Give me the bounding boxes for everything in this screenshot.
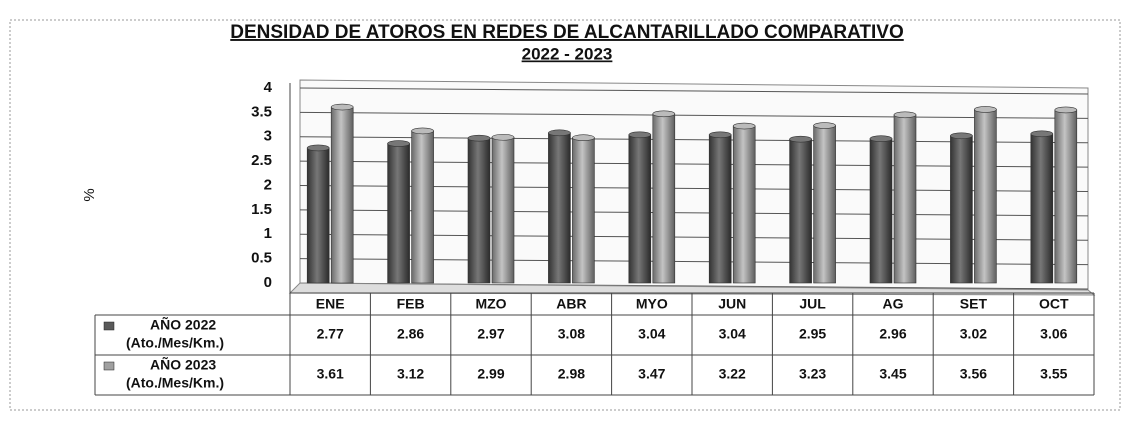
x-tick-label: OCT	[1039, 296, 1069, 312]
bar-cap	[893, 111, 917, 119]
bar	[1054, 109, 1078, 284]
bar-cap	[732, 122, 756, 130]
bar	[387, 143, 410, 284]
bar-cap	[652, 110, 676, 118]
bar-cap	[869, 135, 893, 142]
bar	[974, 109, 997, 284]
y-tick-label: 2	[264, 176, 272, 193]
x-tick-label: JUL	[799, 296, 826, 312]
bar-cap	[387, 140, 410, 147]
bar	[869, 138, 893, 284]
y-tick-label: 1	[264, 225, 272, 242]
legend-unit: (Ato./Mes/Km.)	[126, 335, 224, 351]
y-tick-label: 0.5	[251, 250, 272, 267]
bar	[628, 134, 652, 284]
legend-swatch	[103, 361, 115, 371]
legend-label: AÑO 2022	[150, 316, 216, 333]
bar	[330, 106, 354, 284]
y-axis-label: %	[81, 188, 98, 201]
bar	[548, 132, 571, 284]
bar	[950, 135, 973, 284]
bar-cap	[708, 131, 732, 139]
x-tick-label: FEB	[397, 296, 425, 312]
bar-cap	[789, 135, 812, 143]
data-cell: 2.77	[317, 326, 344, 342]
bar	[572, 137, 595, 284]
data-cell: 3.06	[1040, 326, 1067, 342]
bar	[1030, 133, 1054, 284]
bar	[813, 125, 836, 284]
x-tick-label: MZO	[475, 296, 506, 312]
y-tick-label: 3.5	[251, 103, 272, 120]
y-tick-label: 2.5	[251, 152, 272, 169]
data-cell: 3.56	[960, 366, 987, 382]
y-tick-label: 3	[264, 128, 272, 145]
data-cell: 3.47	[638, 366, 665, 382]
data-cell: 3.12	[397, 366, 424, 382]
data-cell: 3.22	[719, 366, 746, 382]
bar-cap	[1030, 130, 1054, 138]
chart-title: DENSIDAD DE ATOROS EN REDES DE ALCANTARI…	[230, 22, 903, 43]
data-cell: 2.99	[477, 366, 504, 382]
x-tick-label: SET	[960, 296, 988, 312]
legend-label: AÑO 2023	[150, 356, 216, 373]
data-cell: 2.97	[477, 326, 504, 342]
y-tick-label: 0	[264, 274, 272, 291]
data-cell: 3.45	[879, 366, 906, 382]
bar	[652, 113, 676, 284]
grid-line	[299, 87, 1089, 95]
bar	[411, 130, 434, 284]
x-tick-label: ABR	[556, 296, 586, 312]
chart-subtitle: 2022 - 2023	[522, 44, 613, 63]
bar-cap	[813, 122, 836, 129]
bar-cap	[491, 133, 515, 141]
bar-cap	[974, 106, 997, 113]
bar	[893, 114, 917, 284]
bar-cap	[1054, 106, 1078, 114]
legend-swatch	[103, 321, 115, 331]
data-cell: 3.55	[1040, 366, 1067, 382]
data-cell: 2.98	[558, 366, 585, 382]
x-tick-label: MYO	[636, 296, 668, 312]
data-cell: 3.04	[638, 326, 665, 342]
data-cell: 3.23	[799, 366, 826, 382]
bar-cap	[411, 127, 434, 135]
data-cell: 2.96	[879, 326, 906, 342]
data-cell: 3.04	[719, 326, 746, 342]
data-cell: 3.08	[558, 326, 585, 342]
data-cell: 2.86	[397, 326, 424, 342]
grid-line	[299, 111, 1089, 119]
bar	[708, 134, 732, 284]
bar	[306, 147, 330, 284]
bar	[491, 136, 515, 284]
bar-cap	[950, 132, 973, 140]
x-tick-label: JUN	[718, 296, 746, 312]
y-tick-label: 1.5	[251, 201, 272, 218]
data-cell: 3.61	[317, 366, 344, 382]
legend-unit: (Ato./Mes/Km.)	[126, 375, 224, 391]
frame	[9, 19, 1121, 411]
bar-cap	[306, 144, 330, 152]
y-tick-label: 4	[264, 79, 273, 96]
bar	[467, 137, 491, 284]
bar	[732, 125, 756, 284]
data-cell: 3.02	[960, 326, 987, 342]
bar-cap	[628, 131, 652, 139]
bar-cap	[548, 129, 571, 137]
bar-cap	[572, 134, 595, 142]
bar	[789, 138, 812, 284]
x-tick-label: ENE	[316, 296, 345, 312]
data-cell: 2.95	[799, 326, 826, 342]
bar-cap	[330, 103, 354, 111]
bar-cap	[467, 134, 491, 142]
x-tick-label: AG	[883, 296, 904, 312]
